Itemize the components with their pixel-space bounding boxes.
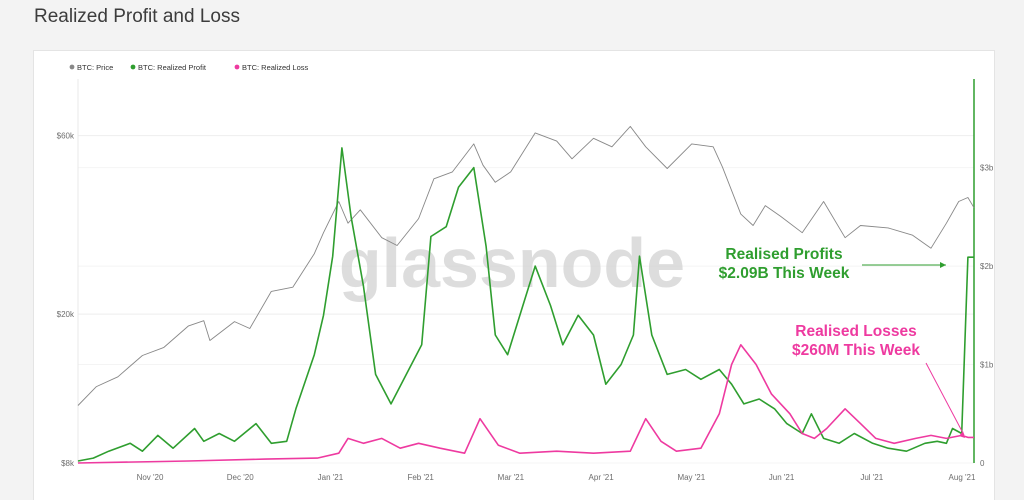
x-tick-label: Aug '21 (949, 473, 976, 482)
right-tick-label: $1b (980, 361, 994, 370)
legend-entry[interactable]: BTC: Realized Loss (242, 63, 309, 72)
loss-annotation-line1: Realised Losses (795, 323, 916, 340)
x-tick-label: May '21 (677, 473, 705, 482)
right-tick-label: 0 (980, 459, 985, 468)
legend-entry[interactable]: BTC: Price (77, 63, 113, 72)
x-tick-label: Mar '21 (498, 473, 525, 482)
x-tick-label: Jun '21 (769, 473, 795, 482)
legend-marker (130, 64, 136, 70)
profit-annotation-line2: $2.09B This Week (719, 265, 850, 282)
x-tick-label: Jul '21 (860, 473, 883, 482)
loss-annotation-arrow (925, 362, 965, 436)
page-title: Realized Profit and Loss (34, 6, 240, 27)
right-tick-label: $3b (980, 164, 994, 173)
watermark-text: glassnode (339, 224, 685, 302)
x-tick-label: Nov '20 (137, 473, 164, 482)
left-tick-label: $20k (57, 310, 75, 319)
chart-card: glassnode BTC: Price BTC: Realized Profit… (33, 50, 995, 500)
right-tick-label: $2b (980, 262, 994, 271)
realized-loss-line (77, 343, 974, 464)
legend: BTC: Price BTC: Realized Profit BTC: Reali… (69, 63, 309, 72)
loss-annotation-line2: $260M This Week (792, 342, 920, 359)
price-line (77, 125, 975, 406)
grid-lines (78, 135, 974, 464)
profit-arrow-head (940, 262, 946, 268)
legend-marker (69, 64, 75, 70)
loss-arrow-head (959, 431, 965, 438)
annotations: Realised Profits $2.09B This Week Realised… (719, 246, 965, 438)
x-tick-label: Apr '21 (589, 473, 615, 482)
x-tick-label: Dec '20 (227, 473, 254, 482)
profit-annotation-line1: Realised Profits (725, 246, 842, 263)
left-tick-label: $60k (57, 132, 75, 141)
realized-profit-loss-chart: glassnode BTC: Price BTC: Realized Profit… (57, 63, 994, 482)
series-group (77, 125, 975, 464)
legend-entry[interactable]: BTC: Realized Profit (138, 63, 207, 72)
axis-ticks: $8k $20k $60k 0 $1b $2b $3b Nov '20 Dec '20 Jan '… (57, 132, 994, 482)
realized-profit-line (77, 147, 974, 462)
left-tick-label: $8k (61, 459, 75, 468)
x-tick-label: Jan '21 (318, 473, 344, 482)
x-tick-label: Feb '21 (407, 473, 434, 482)
legend-marker (234, 64, 240, 70)
